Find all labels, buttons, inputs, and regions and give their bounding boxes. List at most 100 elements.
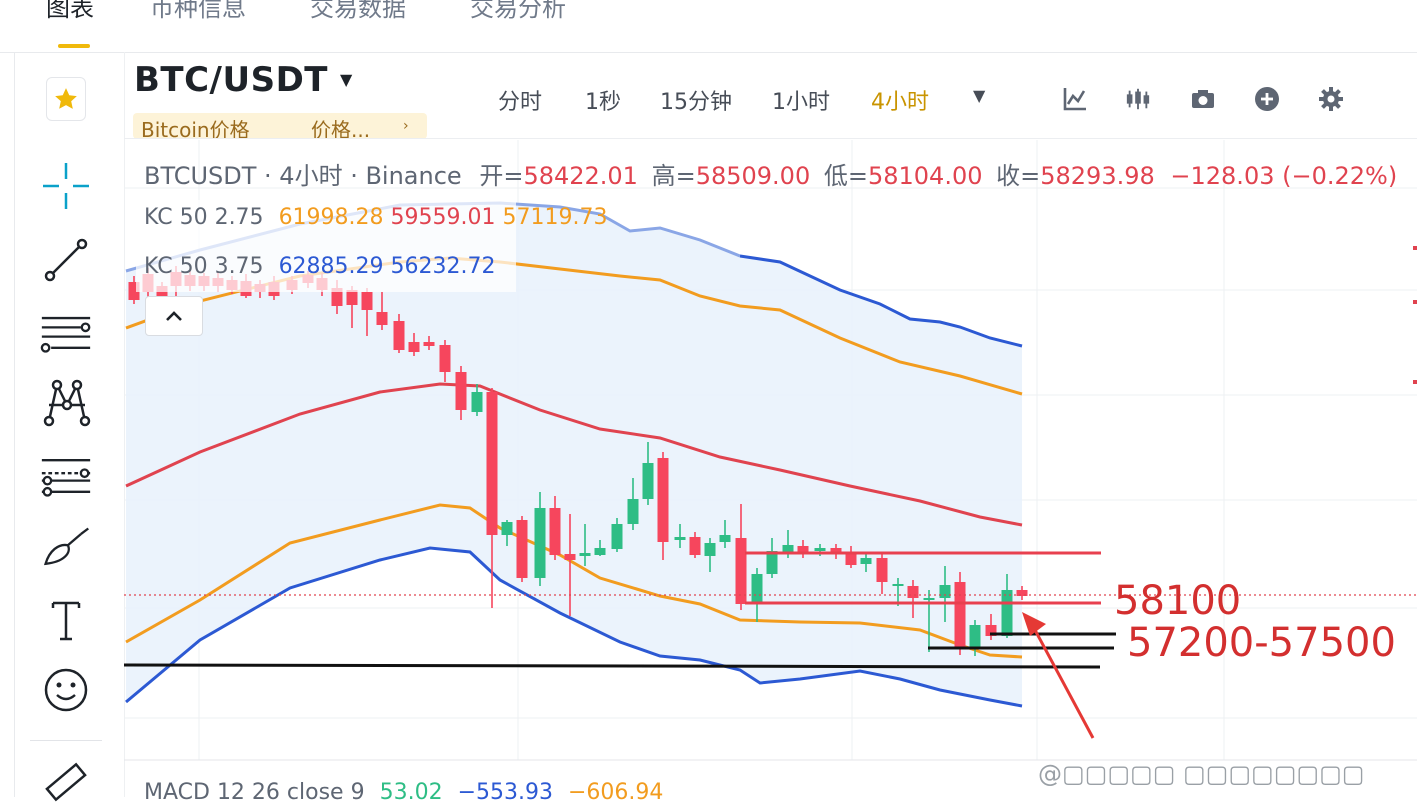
crosshair-icon <box>43 163 89 209</box>
candle-down <box>549 508 561 555</box>
symbol-title[interactable]: BTC/USDT <box>134 60 328 100</box>
tab-chart[interactable]: 图表 <box>46 0 94 22</box>
crosshair-tool[interactable] <box>40 160 92 212</box>
header-divider <box>124 138 1417 139</box>
legend-open-label: 开= <box>479 162 524 190</box>
candle-up <box>611 524 623 549</box>
candle-up <box>534 508 546 578</box>
interval-15m[interactable]: 15分钟 <box>660 90 732 115</box>
candle-down <box>797 546 809 554</box>
trend-line-tool[interactable] <box>40 234 92 286</box>
candle-down <box>907 586 919 598</box>
kc-outer-lower-line <box>125 546 1023 708</box>
horizontal-lines-icon <box>40 316 91 353</box>
candle-up <box>471 392 483 412</box>
candle-up <box>751 574 763 602</box>
legend-change: −128.03 (−0.22%) <box>1170 162 1398 190</box>
candle-up <box>782 545 794 553</box>
fib-icon <box>41 459 91 497</box>
tab-coin-info[interactable]: 币种信息 <box>150 0 246 22</box>
candle-down <box>408 342 420 352</box>
candle-down <box>455 372 467 410</box>
macd-signal: −606.94 <box>567 780 664 805</box>
annotation-arrow-head <box>1022 612 1046 636</box>
chart-type-icon[interactable] <box>1125 86 1151 112</box>
chevron-right-icon[interactable]: › <box>403 118 409 134</box>
candle-down <box>735 538 747 604</box>
kc1-legend: KC 50 2.75 61998.28 59559.01 57119.73 <box>144 205 608 230</box>
candle-down <box>331 288 343 306</box>
candle-up <box>939 585 951 598</box>
kc1-label: KC 50 2.75 <box>144 205 264 230</box>
candle-up <box>969 625 981 649</box>
indicators-icon[interactable] <box>1062 86 1088 112</box>
camera-icon[interactable] <box>1190 86 1216 112</box>
candle-up <box>594 548 606 555</box>
top-nav: 图表 币种信息 交易数据 交易分析 <box>0 0 1417 53</box>
annotation-57200-57500: 57200-57500 <box>1127 620 1396 666</box>
candle-down <box>423 342 435 346</box>
toolbar-divider <box>30 740 102 741</box>
interval-dropdown-icon[interactable]: ▼ <box>973 86 986 105</box>
candle-up <box>501 522 513 535</box>
settings-icon[interactable] <box>1318 86 1344 112</box>
horizontal-lines-tool[interactable] <box>40 306 92 358</box>
pattern-icon <box>43 379 91 427</box>
candle-down <box>376 312 388 325</box>
macd-histogram: 53.02 <box>379 780 443 805</box>
kc-outer-upper-line <box>739 254 1023 348</box>
candle-down <box>346 290 358 305</box>
kc1-middle: 59559.01 <box>390 205 496 230</box>
candle-down <box>845 554 857 565</box>
kc1-lower: 57119.73 <box>502 205 608 230</box>
favorite-button[interactable] <box>46 77 86 121</box>
annotation-58100: 58100 <box>1114 578 1242 624</box>
legend-low: 58104.00 <box>867 162 983 190</box>
tab-trading-data[interactable]: 交易数据 <box>310 0 406 22</box>
candle-up <box>860 558 872 564</box>
candle-down <box>1016 590 1028 596</box>
tab-trading-analysis[interactable]: 交易分析 <box>470 0 566 22</box>
kc-inner-lower-line <box>125 503 1023 659</box>
chevron-up-icon <box>166 311 182 321</box>
kc1-upper: 61998.28 <box>278 205 384 230</box>
fib-tool[interactable] <box>40 450 92 502</box>
pattern-tool[interactable] <box>40 376 92 428</box>
candle-up <box>674 537 686 540</box>
brush-tool[interactable] <box>40 522 92 574</box>
interval-1s[interactable]: 1秒 <box>585 90 621 115</box>
trend-line-icon <box>44 238 88 282</box>
price-scale-mark <box>1413 246 1417 250</box>
legend-backdrop <box>136 200 516 292</box>
macd-label: MACD 12 26 close 9 <box>144 780 365 805</box>
interval-timeline[interactable]: 分时 <box>498 90 543 115</box>
ohlc-legend: BTCUSDT · 4小时 · Binance 开=58422.01 高=585… <box>144 156 1397 191</box>
interval-4h[interactable]: 4小时 <box>871 90 929 115</box>
emoji-tool[interactable] <box>40 664 92 716</box>
candle-down <box>393 321 405 350</box>
candle-down <box>985 625 997 636</box>
candle-down <box>876 558 888 582</box>
candle-up <box>923 598 935 600</box>
candle-up <box>892 584 904 586</box>
star-icon <box>55 88 77 109</box>
text-tool[interactable] <box>40 594 92 646</box>
candle-down <box>830 548 842 554</box>
ruler-tool[interactable] <box>40 756 92 808</box>
legend-collapse-button[interactable] <box>145 296 203 336</box>
interval-1h[interactable]: 1小时 <box>772 90 830 115</box>
legend-close-label: 收= <box>996 162 1041 190</box>
candle-down <box>564 554 576 560</box>
keltner-channel-fill <box>126 203 1022 706</box>
candle-down <box>361 292 373 310</box>
candle-up <box>627 499 639 524</box>
brush-icon <box>43 527 89 566</box>
candle-down <box>439 345 451 372</box>
symbol-dropdown-icon[interactable]: ▼ <box>340 70 353 89</box>
price-scale-mark <box>1413 300 1417 304</box>
legend-high: 58509.00 <box>695 162 811 190</box>
candle-up <box>579 553 591 556</box>
add-icon[interactable] <box>1254 86 1280 112</box>
active-tab-indicator <box>58 44 90 48</box>
